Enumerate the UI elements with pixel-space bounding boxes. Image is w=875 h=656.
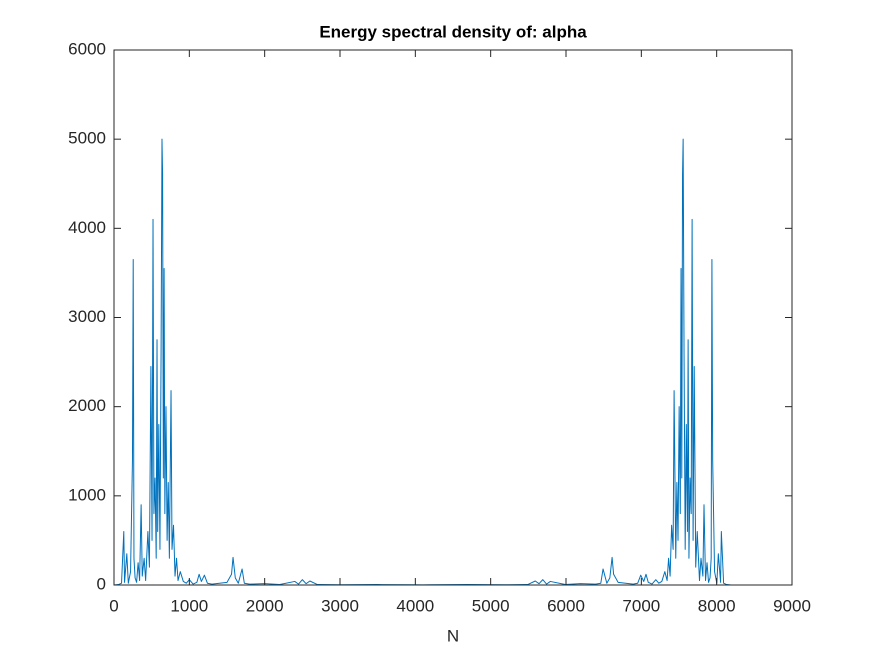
plot-frame — [113, 49, 793, 586]
y-tick-label: 6000 — [68, 39, 106, 58]
y-tick-label: 2000 — [68, 396, 106, 415]
x-tick-label: 5000 — [472, 596, 510, 615]
x-axis-label: N — [447, 626, 459, 645]
x-tick-label: 9000 — [773, 596, 811, 615]
y-tick-label: 0 — [97, 574, 106, 593]
x-tick-label: 2000 — [246, 596, 284, 615]
y-tick-label: 4000 — [68, 218, 106, 237]
x-tick-label: 0 — [109, 596, 118, 615]
x-tick-label: 6000 — [547, 596, 585, 615]
y-tick-label: 3000 — [68, 307, 106, 326]
x-tick-label: 7000 — [622, 596, 660, 615]
x-tick-label: 8000 — [698, 596, 736, 615]
chart-title: Energy spectral density of: alpha — [319, 22, 587, 41]
x-tick-label: 1000 — [170, 596, 208, 615]
x-tick-label: 4000 — [396, 596, 434, 615]
x-tick-label: 3000 — [321, 596, 359, 615]
y-tick-label: 5000 — [68, 129, 106, 148]
y-tick-label: 1000 — [68, 485, 106, 504]
data-line — [113, 138, 732, 586]
